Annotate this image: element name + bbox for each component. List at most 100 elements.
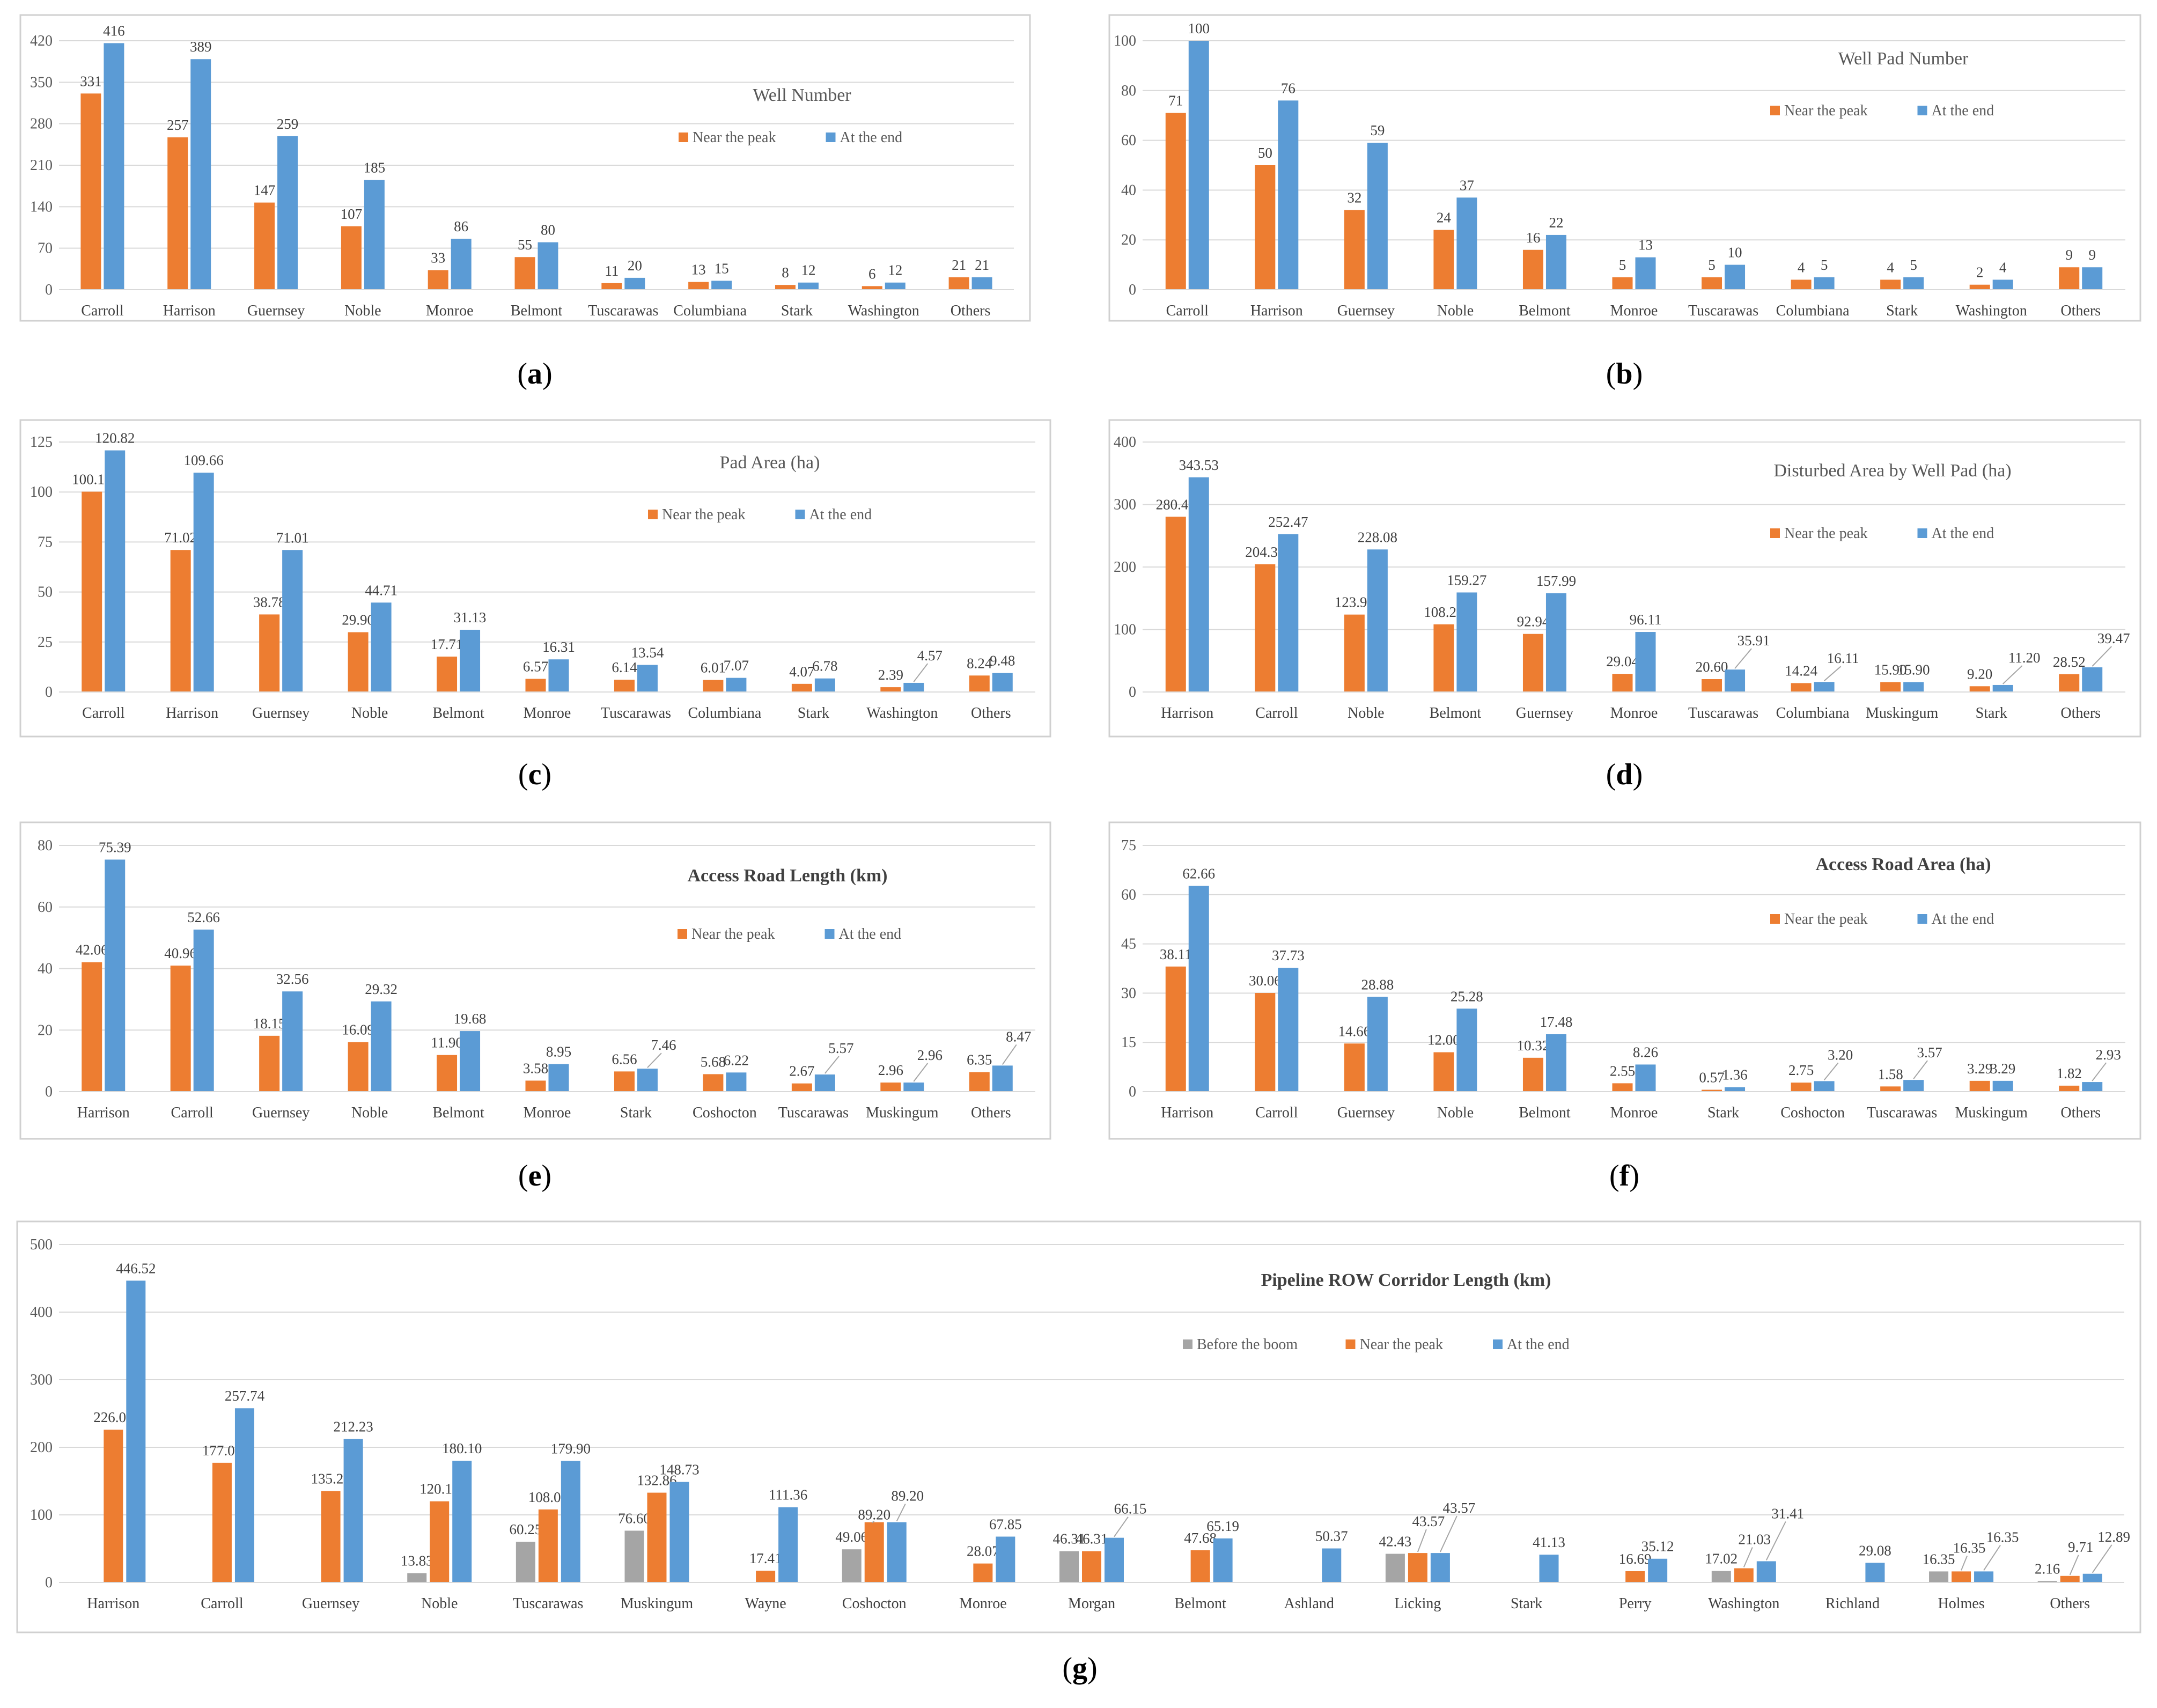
bar-peak-guernsey — [254, 202, 275, 290]
bar-peak-belmont — [1190, 1550, 1210, 1582]
data-label-end-tuscarawas: 5.57 — [828, 1040, 853, 1056]
y-tick-label: 0 — [1129, 1084, 1136, 1100]
label-leader-line — [896, 1504, 906, 1522]
data-label-end-belmont: 31.13 — [454, 609, 487, 625]
y-tick-label: 100 — [30, 484, 53, 500]
data-label-peak-muskingum: 2.96 — [878, 1062, 903, 1078]
data-label-end-washington: 4 — [1999, 259, 2007, 275]
category-label-stark: Stark — [781, 303, 813, 319]
category-label-tuscarawas: Tuscarawas — [778, 1105, 849, 1121]
category-label-columbiana: Columbiana — [1776, 705, 1850, 722]
bar-peak-stark — [1880, 279, 1901, 290]
panel-label-f: (f) — [1609, 1159, 1639, 1192]
data-label-end-others: 39.47 — [2097, 630, 2130, 646]
data-label-end-wayne: 111.36 — [769, 1487, 807, 1503]
legend-swatch-end — [1493, 1339, 1503, 1349]
category-label-columbiana: Columbiana — [1776, 303, 1850, 319]
data-label-end-others: 8.47 — [1006, 1028, 1031, 1044]
data-label-end-guernsey: 259 — [277, 116, 299, 132]
bar-end-belmont — [1545, 234, 1566, 290]
data-label-end-belmont: 19.68 — [454, 1011, 487, 1027]
bar-end-harrison — [1188, 477, 1209, 692]
bar-peak-noble — [348, 1042, 369, 1092]
bar-peak-noble — [430, 1501, 450, 1582]
data-label-peak-stark: 9.20 — [1967, 666, 1992, 682]
data-label-end-licking: 43.57 — [1443, 1500, 1476, 1516]
data-label-end-others: 9 — [2088, 247, 2096, 263]
bar-end-stark — [1725, 1087, 1746, 1092]
bar-peak-belmont — [1522, 249, 1543, 290]
data-label-peak-guernsey: 32 — [1347, 190, 1361, 206]
bar-end-columbiana — [1814, 682, 1835, 692]
category-label-tuscarawas: Tuscarawas — [513, 1595, 583, 1612]
bar-peak-harrison — [167, 137, 188, 290]
data-label-end-monroe: 8.26 — [1633, 1044, 1658, 1060]
y-tick-label: 350 — [30, 74, 53, 91]
category-label-others: Others — [2060, 303, 2101, 319]
bar-end-others — [2082, 667, 2103, 692]
bar-peak-belmont — [437, 656, 458, 692]
data-label-peak-muskingum: 3.29 — [1967, 1061, 1992, 1077]
category-label-stark: Stark — [798, 705, 829, 722]
legend-swatch-end — [795, 510, 805, 519]
y-tick-label: 100 — [30, 1507, 53, 1523]
category-label-coshocton: Coshocton — [693, 1105, 757, 1121]
bar-peak-belmont — [437, 1055, 458, 1092]
label-leader-line — [1913, 1060, 1928, 1079]
bar-end-harrison — [1188, 886, 1209, 1092]
bar-peak-carroll — [80, 93, 101, 290]
bar-peak-stark — [614, 1071, 635, 1092]
y-tick-label: 60 — [1121, 132, 1136, 149]
y-tick-label: 15 — [1121, 1034, 1136, 1051]
category-label-harrison: Harrison — [87, 1595, 139, 1612]
bar-peak-holmes — [1952, 1571, 1971, 1582]
data-label-end-ashland: 50.37 — [1315, 1528, 1348, 1544]
bar-end-washington — [903, 682, 924, 692]
data-label-end-columbiana: 5 — [1821, 257, 1828, 273]
y-tick-label: 300 — [30, 1372, 53, 1388]
data-label-end-others: 21 — [975, 257, 989, 273]
legend-label-peak: Near the peak — [1360, 1336, 1443, 1353]
data-label-end-noble: 180.10 — [442, 1440, 482, 1456]
bar-peak-washington — [862, 286, 882, 290]
panel-label-a: (a) — [517, 357, 552, 391]
data-label-peak-belmont: 55 — [518, 237, 532, 253]
category-label-tuscarawas: Tuscarawas — [1867, 1105, 1937, 1121]
y-tick-label: 140 — [30, 198, 53, 215]
bar-end-monroe — [548, 1064, 569, 1092]
data-label-peak-holmes: 16.35 — [1953, 1540, 1986, 1556]
data-label-end-noble: 25.28 — [1451, 988, 1483, 1004]
chart-title: Pipeline ROW Corridor Length (km) — [1261, 1270, 1551, 1290]
bar-end-noble — [1456, 197, 1477, 290]
legend-swatch-peak — [678, 929, 687, 939]
data-label-end-guernsey: 32.56 — [276, 971, 309, 987]
data-label-before-licking: 42.43 — [1379, 1534, 1412, 1550]
bar-before-noble — [407, 1573, 427, 1582]
y-tick-label: 40 — [38, 961, 53, 977]
legend-swatch-peak — [1770, 528, 1780, 538]
data-label-peak-harrison: 42.06 — [76, 942, 108, 958]
bar-end-columbiana — [1814, 277, 1835, 290]
data-label-peak-columbiana: 14.24 — [1785, 662, 1817, 679]
category-label-columbiana: Columbiana — [673, 303, 747, 319]
data-label-before-morgan: 46.31 — [1053, 1531, 1086, 1547]
bar-peak-carroll — [212, 1462, 232, 1582]
bar-peak-columbiana — [703, 680, 724, 692]
category-label-morgan: Morgan — [1068, 1595, 1115, 1612]
data-label-peak-monroe: 33 — [431, 250, 445, 266]
chart-g-pipeline-row-length: 0100200300400500Harrison226.00446.52Carr… — [16, 1220, 2141, 1685]
category-label-richland: Richland — [1825, 1595, 1880, 1612]
data-label-end-guernsey: 71.01 — [276, 529, 309, 546]
data-label-end-carroll: 100 — [1188, 20, 1210, 36]
bar-peak-washington — [1734, 1568, 1754, 1582]
legend-swatch-end — [1917, 914, 1927, 924]
category-label-muskingum: Muskingum — [621, 1595, 694, 1612]
data-label-end-harrison: 389 — [190, 39, 212, 55]
bar-peak-others — [2059, 674, 2080, 692]
data-label-end-holmes: 16.35 — [1986, 1529, 2019, 1545]
label-leader-line — [1983, 1544, 2001, 1571]
chart-title: Well Number — [753, 85, 851, 105]
y-tick-label: 0 — [1129, 282, 1136, 298]
chart-d-disturbed-area: 0100200300400Harrison280.42343.53Carroll… — [1108, 419, 2141, 791]
bar-end-washington — [1992, 279, 2013, 290]
